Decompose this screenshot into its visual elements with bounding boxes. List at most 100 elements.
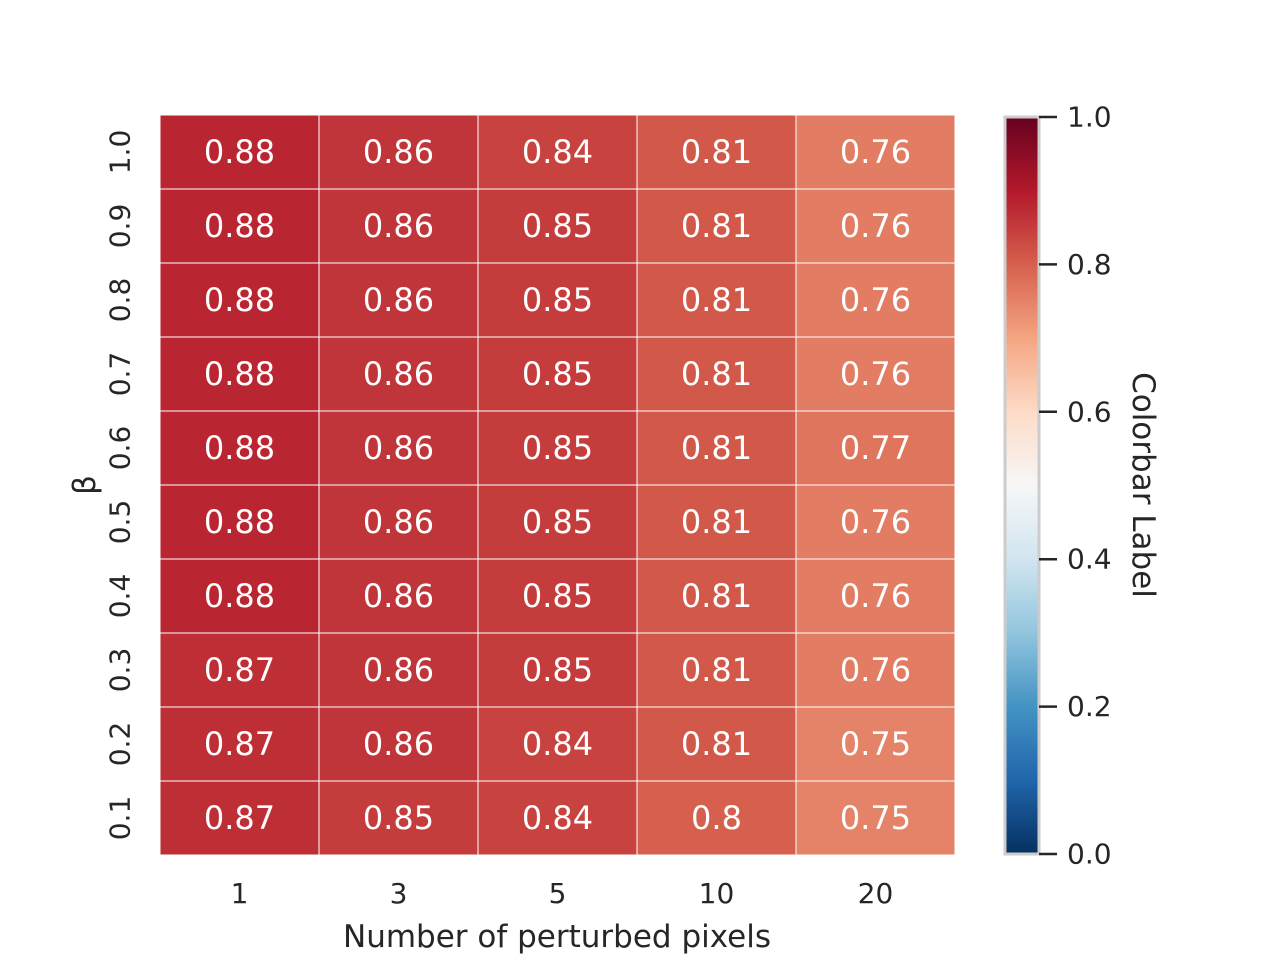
heatmap-cell [795,114,956,190]
heatmap-cell [795,706,956,782]
cell-annotation: 0.76 [840,281,911,319]
x-tick-label: 3 [390,877,408,910]
cell-annotation: 0.76 [840,651,911,689]
heatmap-cell [477,262,638,338]
heatmap-cell [795,632,956,708]
y-tick-label: 0.7 [104,352,137,397]
y-tick-label: 0.5 [104,500,137,545]
x-tick-label: 20 [858,877,894,910]
heatmap-cell [159,410,320,486]
heatmap-cell [159,114,320,190]
heatmap-cell [636,780,797,856]
heatmap-cell [318,336,479,412]
cell-annotation: 0.76 [840,503,911,541]
heatmap-cell [795,484,956,560]
heatmap-cell [795,262,956,338]
heatmap-cell [477,188,638,264]
heatmap-cell [477,336,638,412]
heatmap-cell [318,410,479,486]
heatmap-cell [318,780,479,856]
cell-annotation: 0.86 [363,651,434,689]
cell-annotation: 0.84 [522,133,593,171]
colorbar-label: Colorbar Label [1125,372,1161,598]
heatmap-cell [318,262,479,338]
heatmap-cell [795,410,956,486]
cell-annotation: 0.84 [522,725,593,763]
heatmap-cell [795,336,956,412]
heatmap-cell [636,632,797,708]
colorbar-tick-label: 0.0 [1067,838,1112,871]
cell-annotation: 0.75 [840,799,911,837]
cell-annotation: 0.86 [363,133,434,171]
y-tick-label: 0.2 [104,722,137,767]
y-axis-label: β [67,475,103,495]
x-tick-label: 5 [549,877,567,910]
heatmap-cell [477,410,638,486]
heatmap-cell [795,780,956,856]
cell-annotation: 0.88 [204,355,275,393]
heatmap-cell [636,262,797,338]
y-tick-label: 0.9 [104,204,137,249]
colorbar-tick-label: 0.2 [1067,690,1112,723]
heatmap-cell [318,484,479,560]
cell-annotation: 0.86 [363,429,434,467]
cell-annotation: 0.76 [840,207,911,245]
heatmap-cell [159,780,320,856]
colorbar-tick-label: 0.8 [1067,248,1112,281]
heatmap-cell [159,336,320,412]
heatmap-cell [159,188,320,264]
heatmap-cell [159,558,320,634]
y-tick-labels: 1.0 0.9 0.8 0.7 0.6 0.5 0.4 0.3 0.2 0.1 [104,130,137,841]
heatmap-cell [636,336,797,412]
cell-annotation: 0.87 [204,651,275,689]
x-axis-label: Number of perturbed pixels [343,919,771,955]
cell-annotation: 0.85 [363,799,434,837]
cell-annotation: 0.81 [681,651,752,689]
heatmap-cell [318,632,479,708]
heatmap-cell [636,484,797,560]
heatmap-cell [477,780,638,856]
cell-annotation: 0.81 [681,503,752,541]
cell-annotation: 0.81 [681,133,752,171]
cell-annotation: 0.76 [840,133,911,171]
x-tick-labels: 1 3 5 10 20 [231,877,894,910]
colorbar-tick-label: 1.0 [1067,101,1112,134]
cell-annotation: 0.88 [204,281,275,319]
heatmap-cell [477,484,638,560]
cell-annotation: 0.88 [204,503,275,541]
colorbar-ticks: 0.0 0.2 0.4 0.6 0.8 1.0 [1039,101,1112,871]
heatmap-cell [159,632,320,708]
y-tick-label: 1.0 [104,130,137,175]
cell-annotation: 0.86 [363,355,434,393]
colorbar-gradient [1003,115,1041,856]
cell-annotation: 0.88 [204,429,275,467]
cell-annotation: 0.85 [522,429,593,467]
heatmap-cell [477,706,638,782]
cell-annotation: 0.86 [363,207,434,245]
cell-annotation: 0.85 [522,503,593,541]
cell-annotation: 0.88 [204,133,275,171]
cell-annotation: 0.86 [363,281,434,319]
cell-annotation: 0.88 [204,207,275,245]
cell-annotation: 0.85 [522,207,593,245]
heatmap-cell [795,558,956,634]
cell-annotation: 0.87 [204,799,275,837]
cell-annotation: 0.86 [363,577,434,615]
y-tick-label: 0.8 [104,278,137,323]
cell-annotation: 0.81 [681,429,752,467]
cell-annotation: 0.87 [204,725,275,763]
heatmap-cell [318,706,479,782]
cell-annotation: 0.84 [522,799,593,837]
heatmap-cell [636,114,797,190]
cell-annotation: 0.81 [681,577,752,615]
cell-annotation: 0.75 [840,725,911,763]
x-tick-label: 10 [699,877,735,910]
x-tick-label: 1 [231,877,249,910]
cell-annotation: 0.81 [681,355,752,393]
heatmap-cell [318,114,479,190]
colorbar-tick-label: 0.6 [1067,395,1112,428]
heatmap-cell [477,114,638,190]
cell-annotation: 0.88 [204,577,275,615]
y-tick-label: 0.1 [104,796,137,841]
cell-annotation: 0.85 [522,355,593,393]
